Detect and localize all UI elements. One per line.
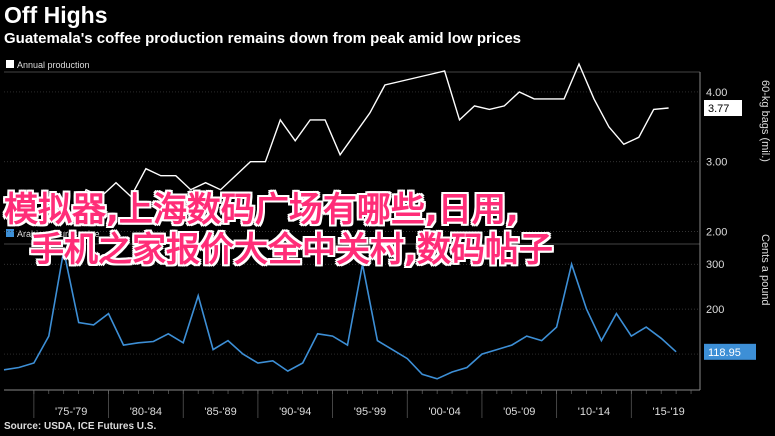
x-tick-label: '85-'89	[204, 406, 236, 418]
legend-label-production: Annual production	[17, 60, 90, 70]
last-value-label-production: 3.77	[708, 103, 729, 115]
y-tick-label-production: 4.00	[706, 87, 727, 99]
x-tick-label: '00-'04	[428, 406, 460, 418]
series-line-production	[40, 62, 669, 227]
x-tick-label: '95-'99	[354, 406, 386, 418]
x-tick-label: '10-'14	[578, 406, 610, 418]
overlay-text-line-2: 手机之家报价大全中关村,数码帖子	[30, 230, 553, 270]
y-tick-label-production: 3.00	[706, 157, 727, 169]
y-axis-title-production: 60-kg bags (mil.)	[759, 80, 771, 162]
x-tick-label: '90-'94	[279, 406, 311, 418]
y-tick-label-price: 300	[706, 259, 724, 271]
legend-swatch-price	[6, 229, 14, 237]
chart-subtitle: Guatemala's coffee production remains do…	[4, 30, 522, 47]
x-tick-label: '75-'79	[55, 406, 87, 418]
y-tick-label-production: 2.00	[706, 227, 727, 239]
last-value-box-production	[704, 100, 742, 117]
x-tick-label: '80-'84	[130, 406, 162, 418]
x-tick-label: '05-'09	[503, 406, 535, 418]
x-tick-label: '15-'19	[652, 406, 684, 418]
last-value-label-price: 118.95	[708, 347, 741, 359]
overlay-text-line-1: 模拟器,上海数码广场有哪些,日用,	[4, 190, 519, 230]
series-line-price	[3, 250, 677, 380]
last-value-box-price	[704, 343, 756, 360]
y-axis-title-price: Cents a pound	[759, 234, 771, 306]
legend-label-price: Arabica futures price	[17, 229, 100, 239]
y-tick-label-price: 200	[706, 304, 724, 316]
source-note: Source: USDA, ICE Futures U.S.	[4, 421, 157, 432]
chart-title: Off Highs	[4, 2, 108, 28]
legend-swatch-production	[6, 60, 14, 68]
